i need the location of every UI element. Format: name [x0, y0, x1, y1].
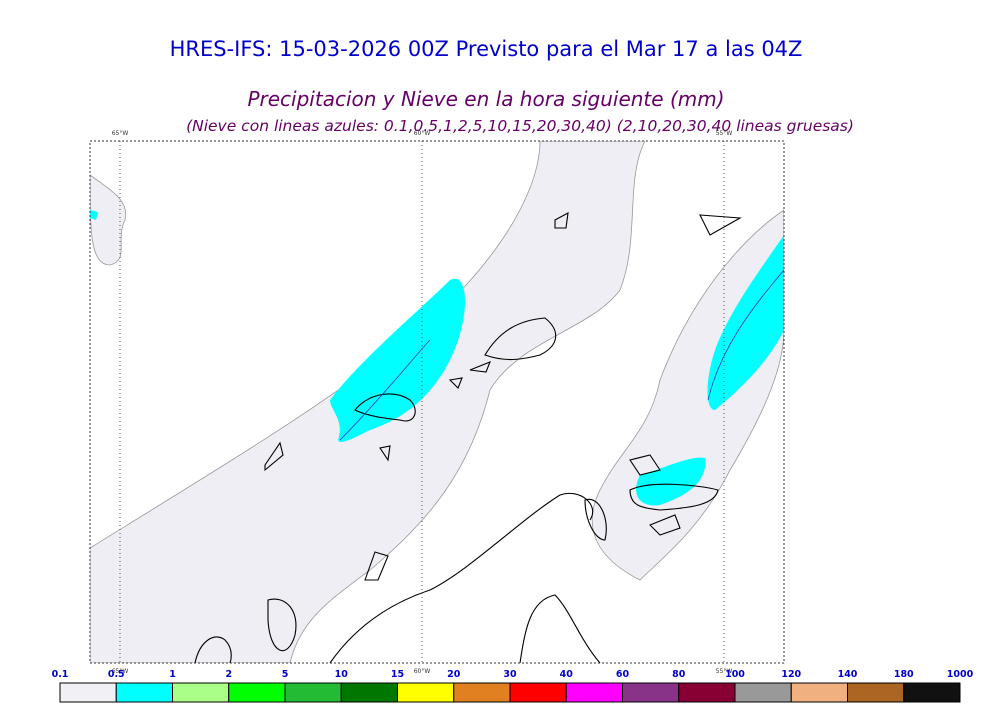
level-label: 1	[169, 669, 176, 680]
level-label: 10	[335, 669, 349, 680]
snow-area	[330, 278, 465, 442]
note: (Nieve con lineas azules: 0.1,0.5,1,2,5,…	[186, 117, 854, 135]
level-label: 0.1	[52, 669, 69, 680]
color-box	[903, 682, 961, 703]
color-box	[622, 682, 680, 703]
color-box	[228, 682, 286, 703]
longitude-label: 65°W	[112, 130, 129, 137]
color-box	[172, 682, 230, 703]
colorbar: 0.1 0.5 1 2 5 10 15 20 30 40 60 80 100 120 140 180 1000	[52, 669, 974, 703]
color-box	[284, 682, 342, 703]
color-box	[59, 682, 117, 703]
level-label: 0.5	[108, 669, 125, 680]
meridians	[119, 141, 725, 663]
color-box	[397, 682, 455, 703]
color-box	[847, 682, 905, 703]
color-box	[340, 682, 398, 703]
map	[89, 140, 785, 664]
color-box	[115, 682, 173, 703]
level-label: 80	[672, 669, 686, 680]
level-label: 40	[560, 669, 574, 680]
snow-area	[636, 457, 706, 506]
level-label: 60	[616, 669, 630, 680]
longitude-label: 55°W	[716, 668, 733, 675]
color-box	[678, 682, 736, 703]
snow-contour	[339, 339, 431, 441]
title: HRES-IFS: 15-03-2026 00Z Previsto para e…	[170, 37, 803, 61]
level-label: 2	[225, 669, 232, 680]
level-label: 1000	[947, 669, 974, 680]
level-label: 140	[838, 669, 858, 680]
subtitle: Precipitacion y Nieve en la hora siguien…	[247, 87, 724, 111]
level-label: 30	[503, 669, 517, 680]
level-label: 180	[894, 669, 914, 680]
color-box	[790, 682, 848, 703]
snow-area	[90, 210, 98, 220]
color-box	[453, 682, 511, 703]
snow-contour	[707, 269, 784, 401]
color-box	[565, 682, 623, 703]
level-label: 100	[725, 669, 745, 680]
precip-area	[90, 174, 127, 266]
longitude-label: 65°W	[112, 668, 129, 675]
level-label: 15	[391, 669, 404, 680]
longitude-label: 60°W	[414, 668, 431, 675]
longitude-label: 55°W	[716, 130, 733, 137]
level-label: 120	[781, 669, 801, 680]
longitude-labels: 65°W 65°W 60°W 60°W 55°W 55°W	[112, 130, 733, 675]
level-label: 20	[447, 669, 461, 680]
longitude-label: 60°W	[414, 130, 431, 137]
color-box	[509, 682, 567, 703]
coastlines	[194, 212, 742, 663]
snow-area	[707, 235, 784, 410]
level-label: 5	[282, 669, 289, 680]
color-box	[734, 682, 792, 703]
